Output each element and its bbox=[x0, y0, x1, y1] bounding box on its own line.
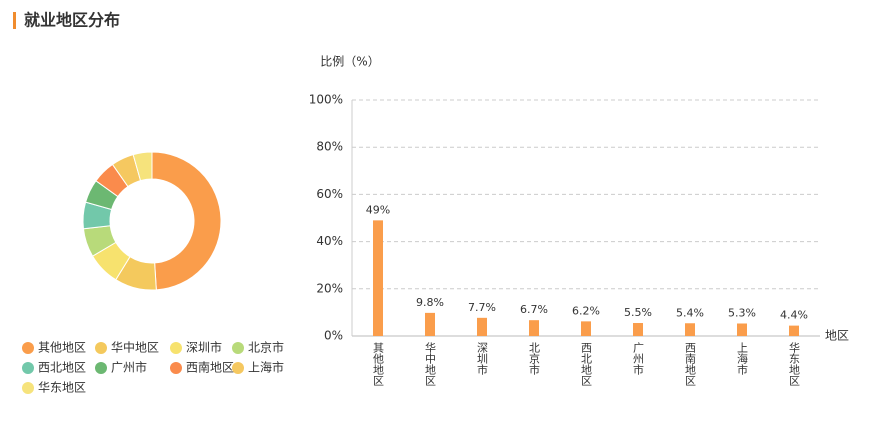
bar bbox=[373, 220, 383, 336]
x-tick-label: 其他地区 bbox=[372, 342, 385, 386]
legend-swatch bbox=[95, 362, 107, 374]
value-label: 49% bbox=[366, 203, 390, 216]
legend-swatch bbox=[22, 362, 34, 374]
bar bbox=[633, 323, 643, 336]
legend-label: 北京市 bbox=[248, 340, 284, 355]
value-label: 6.2% bbox=[572, 304, 600, 317]
y-tick-label: 80% bbox=[316, 140, 343, 154]
legend-swatch bbox=[170, 342, 182, 354]
legend-swatch bbox=[232, 362, 244, 374]
x-tick-label: 深圳市 bbox=[476, 342, 489, 376]
bar-chart: 比例（%） 地区 0% 20% 40% 60% 80% 100% 49% 其他地区 9.8% 华中地区… bbox=[309, 55, 849, 387]
legend-swatch bbox=[232, 342, 244, 354]
bar bbox=[581, 321, 591, 336]
legend-label: 广州市 bbox=[111, 360, 147, 375]
x-tick-label: 上海市 bbox=[736, 342, 749, 376]
value-label: 4.4% bbox=[780, 309, 808, 322]
y-tick-label: 60% bbox=[316, 187, 343, 201]
value-label: 5.4% bbox=[676, 306, 704, 319]
y-tick-label: 100% bbox=[309, 93, 343, 107]
bar bbox=[685, 323, 695, 336]
value-label: 9.8% bbox=[416, 296, 444, 309]
page-title: 就业地区分布 bbox=[24, 11, 120, 30]
value-label: 6.7% bbox=[520, 303, 548, 316]
x-axis-title: 地区 bbox=[825, 329, 849, 343]
legend-swatch bbox=[170, 362, 182, 374]
x-tick-label: 北京市 bbox=[528, 342, 541, 376]
value-label: 5.3% bbox=[728, 306, 756, 319]
x-tick-label: 华中地区 bbox=[424, 341, 437, 386]
bar bbox=[737, 323, 747, 336]
legend-label: 华东地区 bbox=[38, 381, 86, 395]
donut-slice bbox=[132, 151, 153, 182]
bar bbox=[789, 325, 799, 336]
y-axis-title: 比例（%） bbox=[320, 55, 379, 69]
value-label: 7.7% bbox=[468, 301, 496, 314]
legend-swatch bbox=[22, 342, 34, 354]
x-tick-label: 华东地区 bbox=[788, 341, 801, 386]
legend-swatch bbox=[95, 342, 107, 354]
legend-label: 华中地区 bbox=[111, 340, 159, 355]
value-label: 5.5% bbox=[624, 306, 652, 319]
y-tick-label: 40% bbox=[316, 234, 343, 248]
legend-label: 其他地区 bbox=[38, 341, 86, 355]
donut-slice bbox=[151, 151, 222, 291]
legend-label: 上海市 bbox=[248, 360, 284, 375]
legend-swatch bbox=[22, 382, 34, 394]
legend-label: 西北地区 bbox=[38, 361, 86, 375]
bar bbox=[477, 317, 487, 336]
bar bbox=[425, 312, 435, 336]
title-accent bbox=[13, 12, 16, 29]
x-tick-label: 西北地区 bbox=[580, 342, 593, 386]
legend-label: 西南地区 bbox=[186, 360, 234, 375]
x-tick-label: 广州市 bbox=[632, 342, 645, 376]
legend-label: 深圳市 bbox=[186, 340, 222, 355]
x-tick-label: 西南地区 bbox=[684, 342, 697, 386]
bar bbox=[529, 320, 539, 336]
y-tick-label: 0% bbox=[324, 329, 343, 343]
y-tick-label: 20% bbox=[316, 281, 343, 295]
